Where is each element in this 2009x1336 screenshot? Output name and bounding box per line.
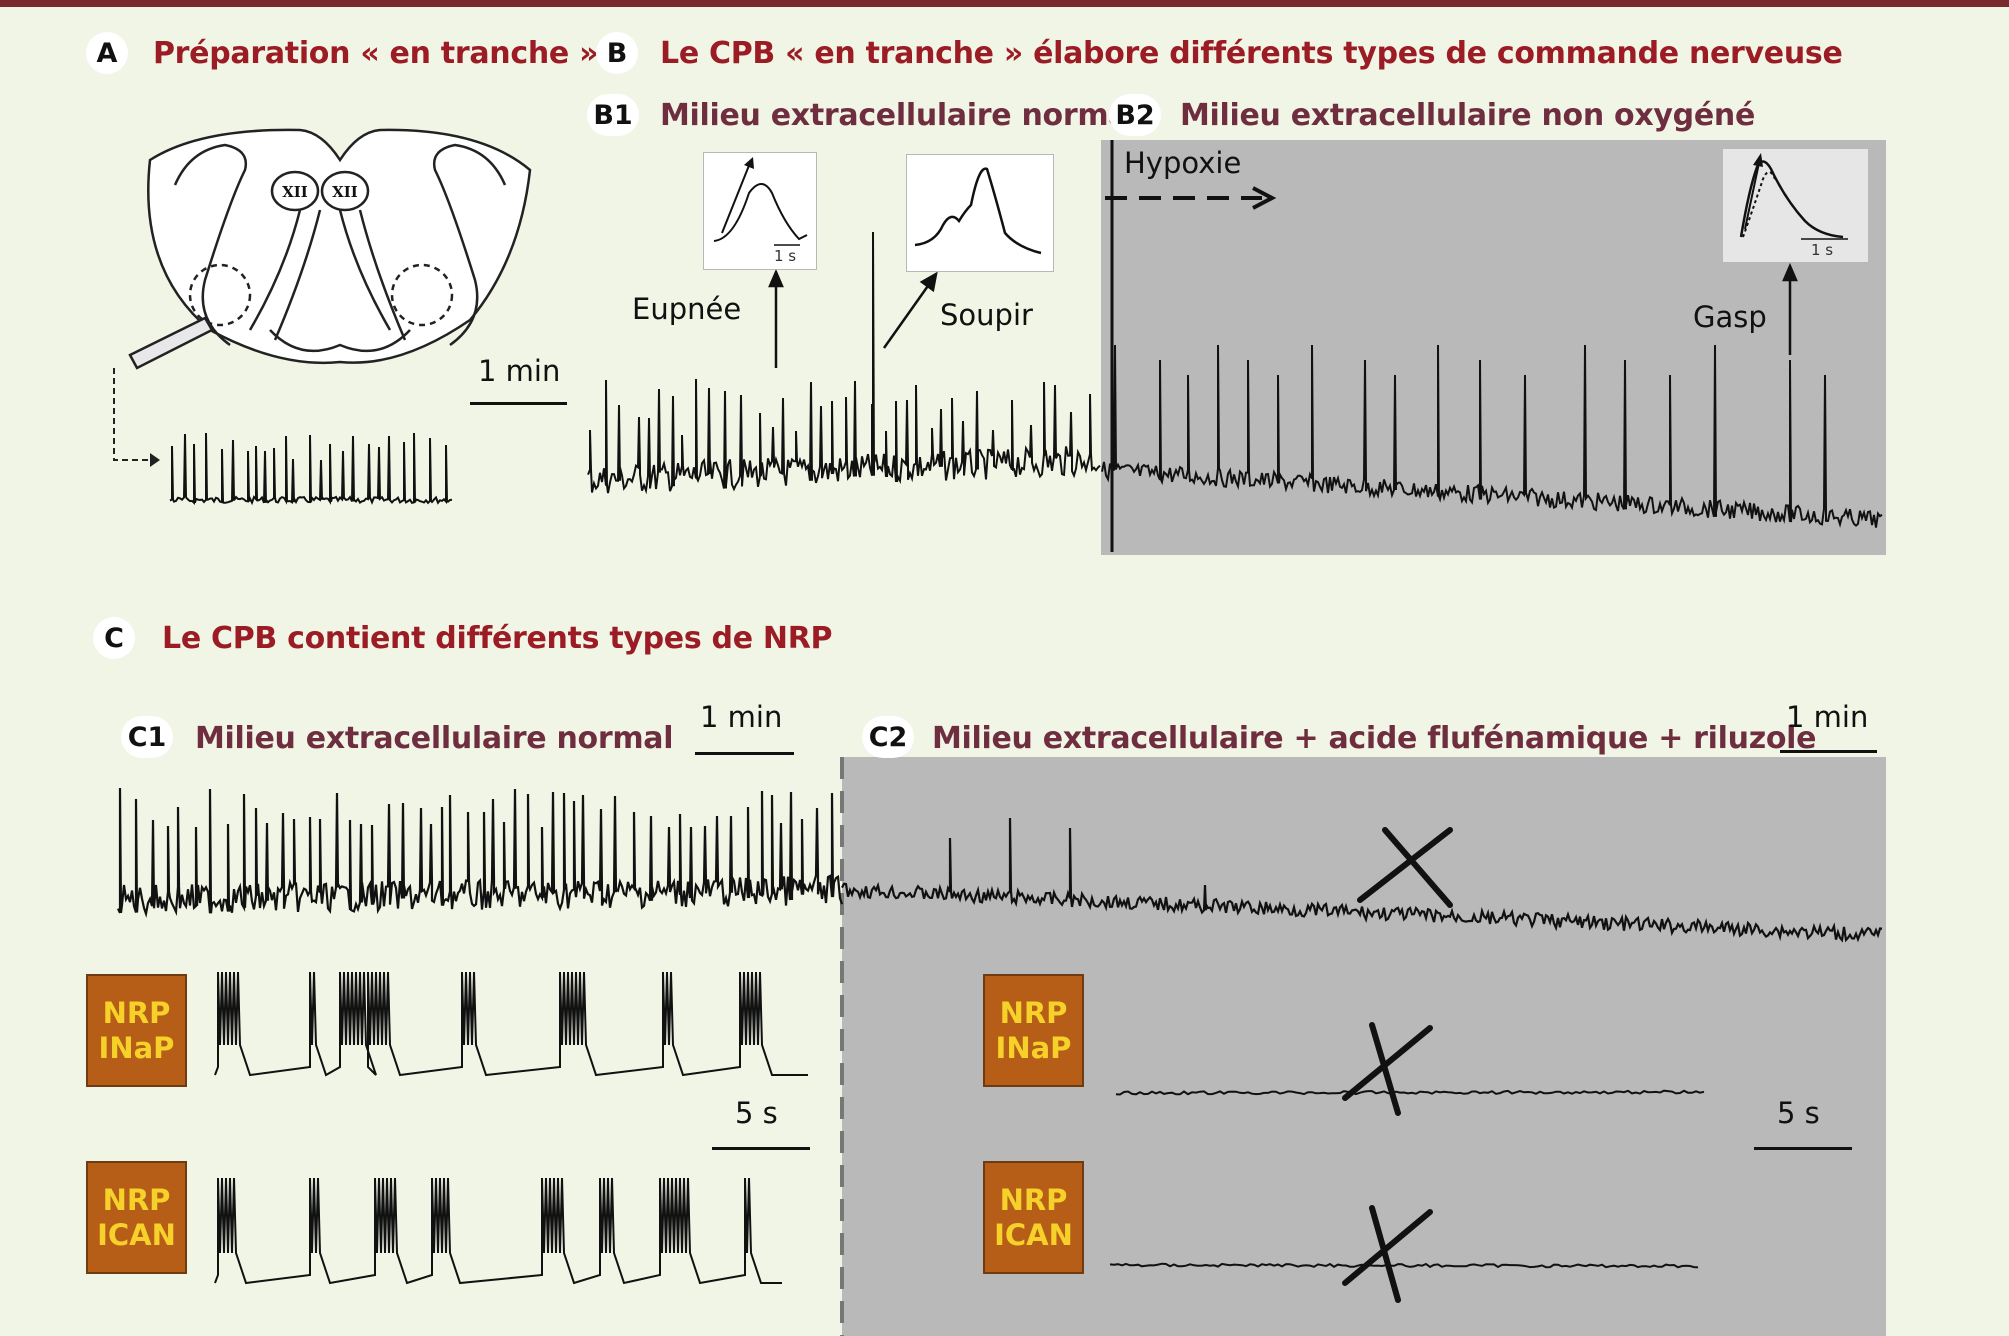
c2-scale-s-label: 5 s bbox=[1777, 1096, 1820, 1130]
trace-ican-blocked bbox=[1109, 1262, 1699, 1269]
panel-letter-a: A bbox=[86, 32, 128, 74]
gasp-label: Gasp bbox=[1693, 300, 1767, 334]
c2-scale-s-bar bbox=[1754, 1147, 1852, 1150]
block-crosses bbox=[1342, 827, 1453, 1303]
nrp-inap-line1: NRP bbox=[999, 995, 1068, 1030]
trace-hypoxia bbox=[1101, 344, 1883, 528]
nrp-inap-line2: INaP bbox=[995, 1030, 1072, 1065]
panel-b1-title: Milieu extracellulaire normal bbox=[660, 98, 1139, 133]
panel-letter-c2: C2 bbox=[862, 716, 914, 758]
c2-scale-min-bar bbox=[1780, 750, 1877, 753]
trace-inap-bursts bbox=[214, 971, 808, 1077]
c1-scale-s-label: 5 s bbox=[735, 1096, 778, 1130]
brainstem-slice-drawing bbox=[128, 128, 532, 370]
sigh-inset-waveform bbox=[914, 167, 1042, 255]
panel-letter-c1: C1 bbox=[121, 716, 173, 758]
nrp-ican-line1: NRP bbox=[999, 1182, 1068, 1217]
top-bar bbox=[0, 0, 2009, 7]
panel-letter-b1: B1 bbox=[587, 94, 639, 136]
recording-arrow bbox=[113, 368, 150, 461]
nrp-inap-box-c2: NRP INaP bbox=[983, 974, 1084, 1087]
trace-c2-network bbox=[841, 817, 1883, 943]
panel-c1-title: Milieu extracellulaire normal bbox=[195, 721, 674, 756]
eupnea-inset-scale: 1 s bbox=[774, 247, 797, 265]
nrp-inap-line2: INaP bbox=[98, 1030, 175, 1065]
gasp-inset: 1 s bbox=[1722, 148, 1869, 263]
panel-a-scale-label: 1 min bbox=[478, 354, 561, 388]
panel-a-scale-bar bbox=[470, 402, 567, 405]
panel-b-title: Le CPB « en tranche » élabore différents… bbox=[660, 36, 1843, 71]
nrp-inap-box-c1: NRP INaP bbox=[86, 974, 187, 1087]
pointer-arrows bbox=[768, 262, 1798, 368]
gasp-inset-scale: 1 s bbox=[1811, 241, 1834, 259]
nrp-ican-line1: NRP bbox=[102, 1182, 171, 1217]
eupnea-label: Eupnée bbox=[632, 292, 742, 326]
trace-panel-a bbox=[169, 432, 453, 506]
trace-inap-blocked bbox=[1115, 1089, 1705, 1096]
panel-letter-b2: B2 bbox=[1109, 94, 1161, 136]
nrp-ican-line2: ICAN bbox=[97, 1217, 176, 1252]
eupnea-inset: 1 s bbox=[703, 152, 817, 270]
panel-c2-title: Milieu extracellulaire + acide flufénami… bbox=[932, 721, 1817, 756]
hypoxia-label: Hypoxie bbox=[1124, 146, 1242, 180]
c1-scale-min-label: 1 min bbox=[700, 700, 783, 734]
sigh-inset bbox=[906, 154, 1054, 272]
trace-eupnea bbox=[587, 231, 1101, 495]
c1-scale-s-bar bbox=[712, 1147, 810, 1150]
nrp-ican-box-c1: NRP ICAN bbox=[86, 1161, 187, 1274]
panel-a-title: Préparation « en tranche » bbox=[153, 36, 599, 71]
nucleus-label-right: XII bbox=[332, 183, 358, 201]
trace-c1-network bbox=[117, 787, 844, 918]
c1-scale-min-bar bbox=[695, 752, 794, 755]
eupnea-inset-waveform bbox=[713, 157, 808, 246]
nrp-ican-line2: ICAN bbox=[994, 1217, 1073, 1252]
c2-scale-min-label: 1 min bbox=[1786, 700, 1869, 734]
hypoxia-arrowhead bbox=[1252, 186, 1277, 210]
panel-b2-title: Milieu extracellulaire non oxygéné bbox=[1180, 98, 1755, 133]
gasp-inset-waveform bbox=[1739, 153, 1848, 240]
nrp-inap-line1: NRP bbox=[102, 995, 171, 1030]
trace-ican-bursts bbox=[214, 1177, 782, 1285]
panel-letter-c: C bbox=[93, 617, 135, 659]
nucleus-label-left: XII bbox=[282, 183, 308, 201]
recording-arrowhead bbox=[150, 453, 160, 467]
sigh-label: Soupir bbox=[940, 298, 1033, 332]
panel-letter-b: B bbox=[596, 32, 638, 74]
nrp-ican-box-c2: NRP ICAN bbox=[983, 1161, 1084, 1274]
panel-c-title: Le CPB contient différents types de NRP bbox=[162, 621, 833, 656]
